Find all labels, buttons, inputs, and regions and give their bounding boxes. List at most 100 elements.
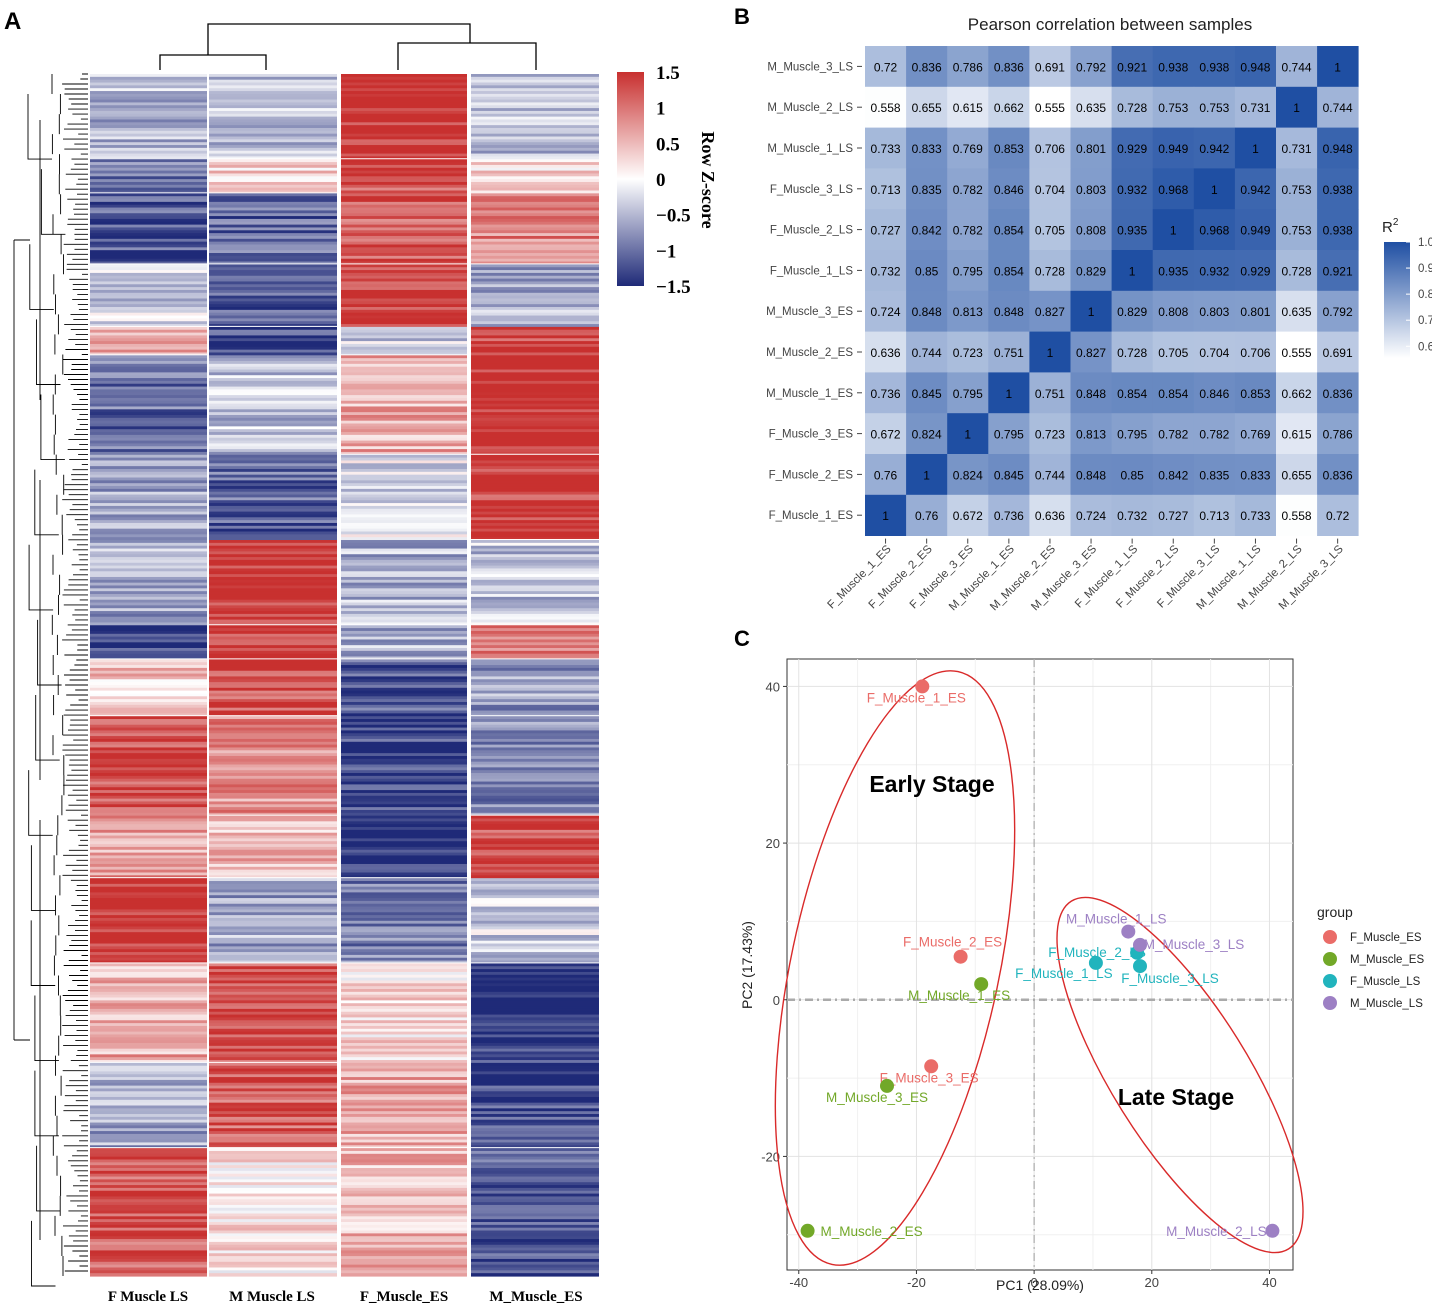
- heatmap-cell: [90, 216, 207, 220]
- correlation-value: 0.929: [1117, 142, 1147, 156]
- heatmap-cell: [341, 301, 467, 305]
- heatmap-cell: [471, 1074, 599, 1078]
- heatmap-cell: [90, 272, 207, 277]
- heatmap-cell: [209, 889, 337, 893]
- heatmap-cell: [209, 295, 337, 300]
- heatmap-cell: [471, 213, 599, 217]
- heatmap-cell: [471, 76, 599, 81]
- heatmap-cell: [90, 1222, 207, 1226]
- r2-legend-title-text: R: [1382, 219, 1393, 236]
- heatmap-cell: [471, 93, 599, 98]
- heatmap-cell: [341, 1156, 467, 1161]
- heatmap-cell: [341, 1168, 467, 1172]
- heatmap-cell: [341, 594, 467, 598]
- correlation-value: 0.938: [1158, 60, 1188, 74]
- zscore-tick-label: −1.5: [656, 277, 691, 298]
- pca-point-M_Muscle_1_ES: [974, 977, 989, 992]
- heatmap-cell: [341, 630, 467, 635]
- heatmap-cell: [341, 861, 467, 865]
- correlation-cell: [1152, 454, 1195, 496]
- heatmap-cell: [471, 611, 599, 615]
- heatmap-cell: [209, 863, 337, 868]
- heatmap-cell: [471, 1204, 599, 1209]
- heatmap-cell: [341, 778, 467, 783]
- heatmap-cell: [471, 1173, 599, 1178]
- heatmap-cell: [471, 1253, 599, 1257]
- heatmap-cell: [341, 932, 467, 936]
- heatmap-cell: [341, 267, 467, 271]
- heatmap-cell: [209, 105, 337, 109]
- heatmap-cell: [209, 861, 337, 865]
- heatmap-cell: [341, 855, 467, 859]
- row-label-M_Muscle_2_ES: M_Muscle_2_ES: [766, 347, 853, 359]
- heatmap-cell: [471, 133, 599, 138]
- heatmap-cell: [209, 980, 337, 984]
- heatmap-cell: [90, 591, 207, 595]
- heatmap-cell: [341, 434, 467, 439]
- correlation-value: 0.615: [1282, 428, 1312, 442]
- heatmap-cell: [209, 804, 337, 808]
- correlation-value: 0.801: [1076, 142, 1106, 156]
- heatmap-cell: [90, 1102, 207, 1107]
- heatmap-cell: [90, 940, 207, 945]
- heatmap-cell: [90, 784, 207, 788]
- heatmap-cell: [341, 1213, 467, 1217]
- heatmap-cell: [471, 1040, 599, 1044]
- heatmap-cell: [341, 1273, 467, 1277]
- heatmap-cell: [90, 798, 207, 803]
- correlation-value: 0.949: [1240, 224, 1270, 238]
- heatmap-cell: [471, 1057, 599, 1061]
- heatmap-cell: [209, 82, 337, 86]
- heatmap-cell: [209, 1173, 337, 1178]
- heatmap-cell: [341, 531, 467, 535]
- heatmap-cell: [471, 378, 599, 382]
- heatmap-cell: [209, 332, 337, 337]
- correlation-value: 0.803: [1076, 183, 1106, 197]
- heatmap-cell: [90, 1244, 207, 1249]
- heatmap-cell: [341, 622, 467, 626]
- correlation-cell: [906, 127, 948, 169]
- heatmap-cell: [90, 1216, 207, 1220]
- heatmap-cell: [341, 477, 467, 481]
- correlation-cell: [906, 250, 948, 292]
- heatmap-cell: [209, 997, 337, 1001]
- correlation-cell: [906, 494, 948, 536]
- heatmap-cell: [209, 844, 337, 848]
- heatmap-cell: [209, 807, 337, 811]
- heatmap-cell: [471, 517, 599, 521]
- heatmap-cell: [90, 116, 207, 121]
- heatmap-cell: [209, 650, 337, 655]
- correlation-cell: [1111, 46, 1154, 88]
- heatmap-cell: [209, 193, 337, 197]
- pca-point-label: M_Muscle_3_LS: [1144, 937, 1245, 952]
- heatmap-cell: [341, 969, 467, 973]
- heatmap-cell: [209, 1003, 337, 1007]
- heatmap-cell: [90, 946, 207, 950]
- heatmap-cell: [90, 790, 207, 794]
- heatmap-cell: [471, 181, 599, 186]
- heatmap-cell: [209, 278, 337, 283]
- heatmap-cell: [341, 272, 467, 277]
- correlation-cell: [1029, 454, 1071, 496]
- heatmap-cell: [209, 505, 337, 510]
- heatmap-cell: [209, 574, 337, 578]
- heatmap-cell: [90, 693, 207, 697]
- pca-point-M_Muscle_1_LS: [1121, 924, 1136, 939]
- heatmap-cell: [471, 221, 599, 226]
- heatmap-cell: [209, 190, 337, 194]
- correlation-value: 0.636: [1035, 509, 1065, 523]
- correlation-value: 0.795: [953, 264, 983, 278]
- heatmap-cell: [209, 1008, 337, 1013]
- heatmap-cell: [471, 1096, 599, 1101]
- heatmap-cell: [471, 963, 599, 967]
- heatmap-cell: [471, 366, 599, 371]
- correlation-value: 0.635: [1076, 101, 1106, 115]
- row-label-M_Muscle_1_ES: M_Muscle_1_ES: [766, 388, 853, 400]
- heatmap-cell: [341, 1176, 467, 1180]
- heatmap-cell: [471, 1185, 599, 1189]
- heatmap-cell: [90, 497, 207, 501]
- heatmap-cell: [90, 173, 207, 177]
- heatmap-cell: [209, 156, 337, 160]
- correlation-cell: [1111, 454, 1154, 496]
- heatmap-cell: [209, 369, 337, 373]
